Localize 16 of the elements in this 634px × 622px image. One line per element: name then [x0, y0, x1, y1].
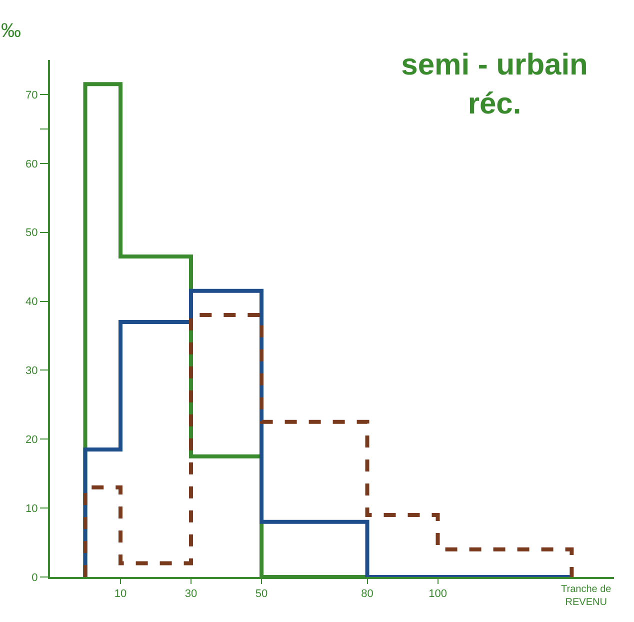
- y-tick-label: 70: [26, 89, 38, 102]
- x-axis-title: Tranche de REVENU: [561, 584, 612, 608]
- x-tick-label: 80: [361, 588, 374, 600]
- x-tick-label: 30: [184, 588, 198, 600]
- y-tick-label: 10: [26, 502, 38, 515]
- x-tick-label: 50: [255, 588, 268, 600]
- y-tick-label: 50: [26, 227, 38, 240]
- y-tick-label: 30: [26, 365, 38, 378]
- y-tick-label: 40: [26, 296, 38, 308]
- x-tick-label: 100: [428, 588, 447, 600]
- y-tick-label: 60: [26, 158, 38, 170]
- y-tick-label: 0: [32, 572, 38, 584]
- chart-title: semi - urbain réc.: [401, 48, 588, 121]
- y-tick-label: 20: [26, 434, 38, 446]
- y-axis-title: ‰: [1, 20, 21, 42]
- x-tick-label: 10: [114, 588, 127, 600]
